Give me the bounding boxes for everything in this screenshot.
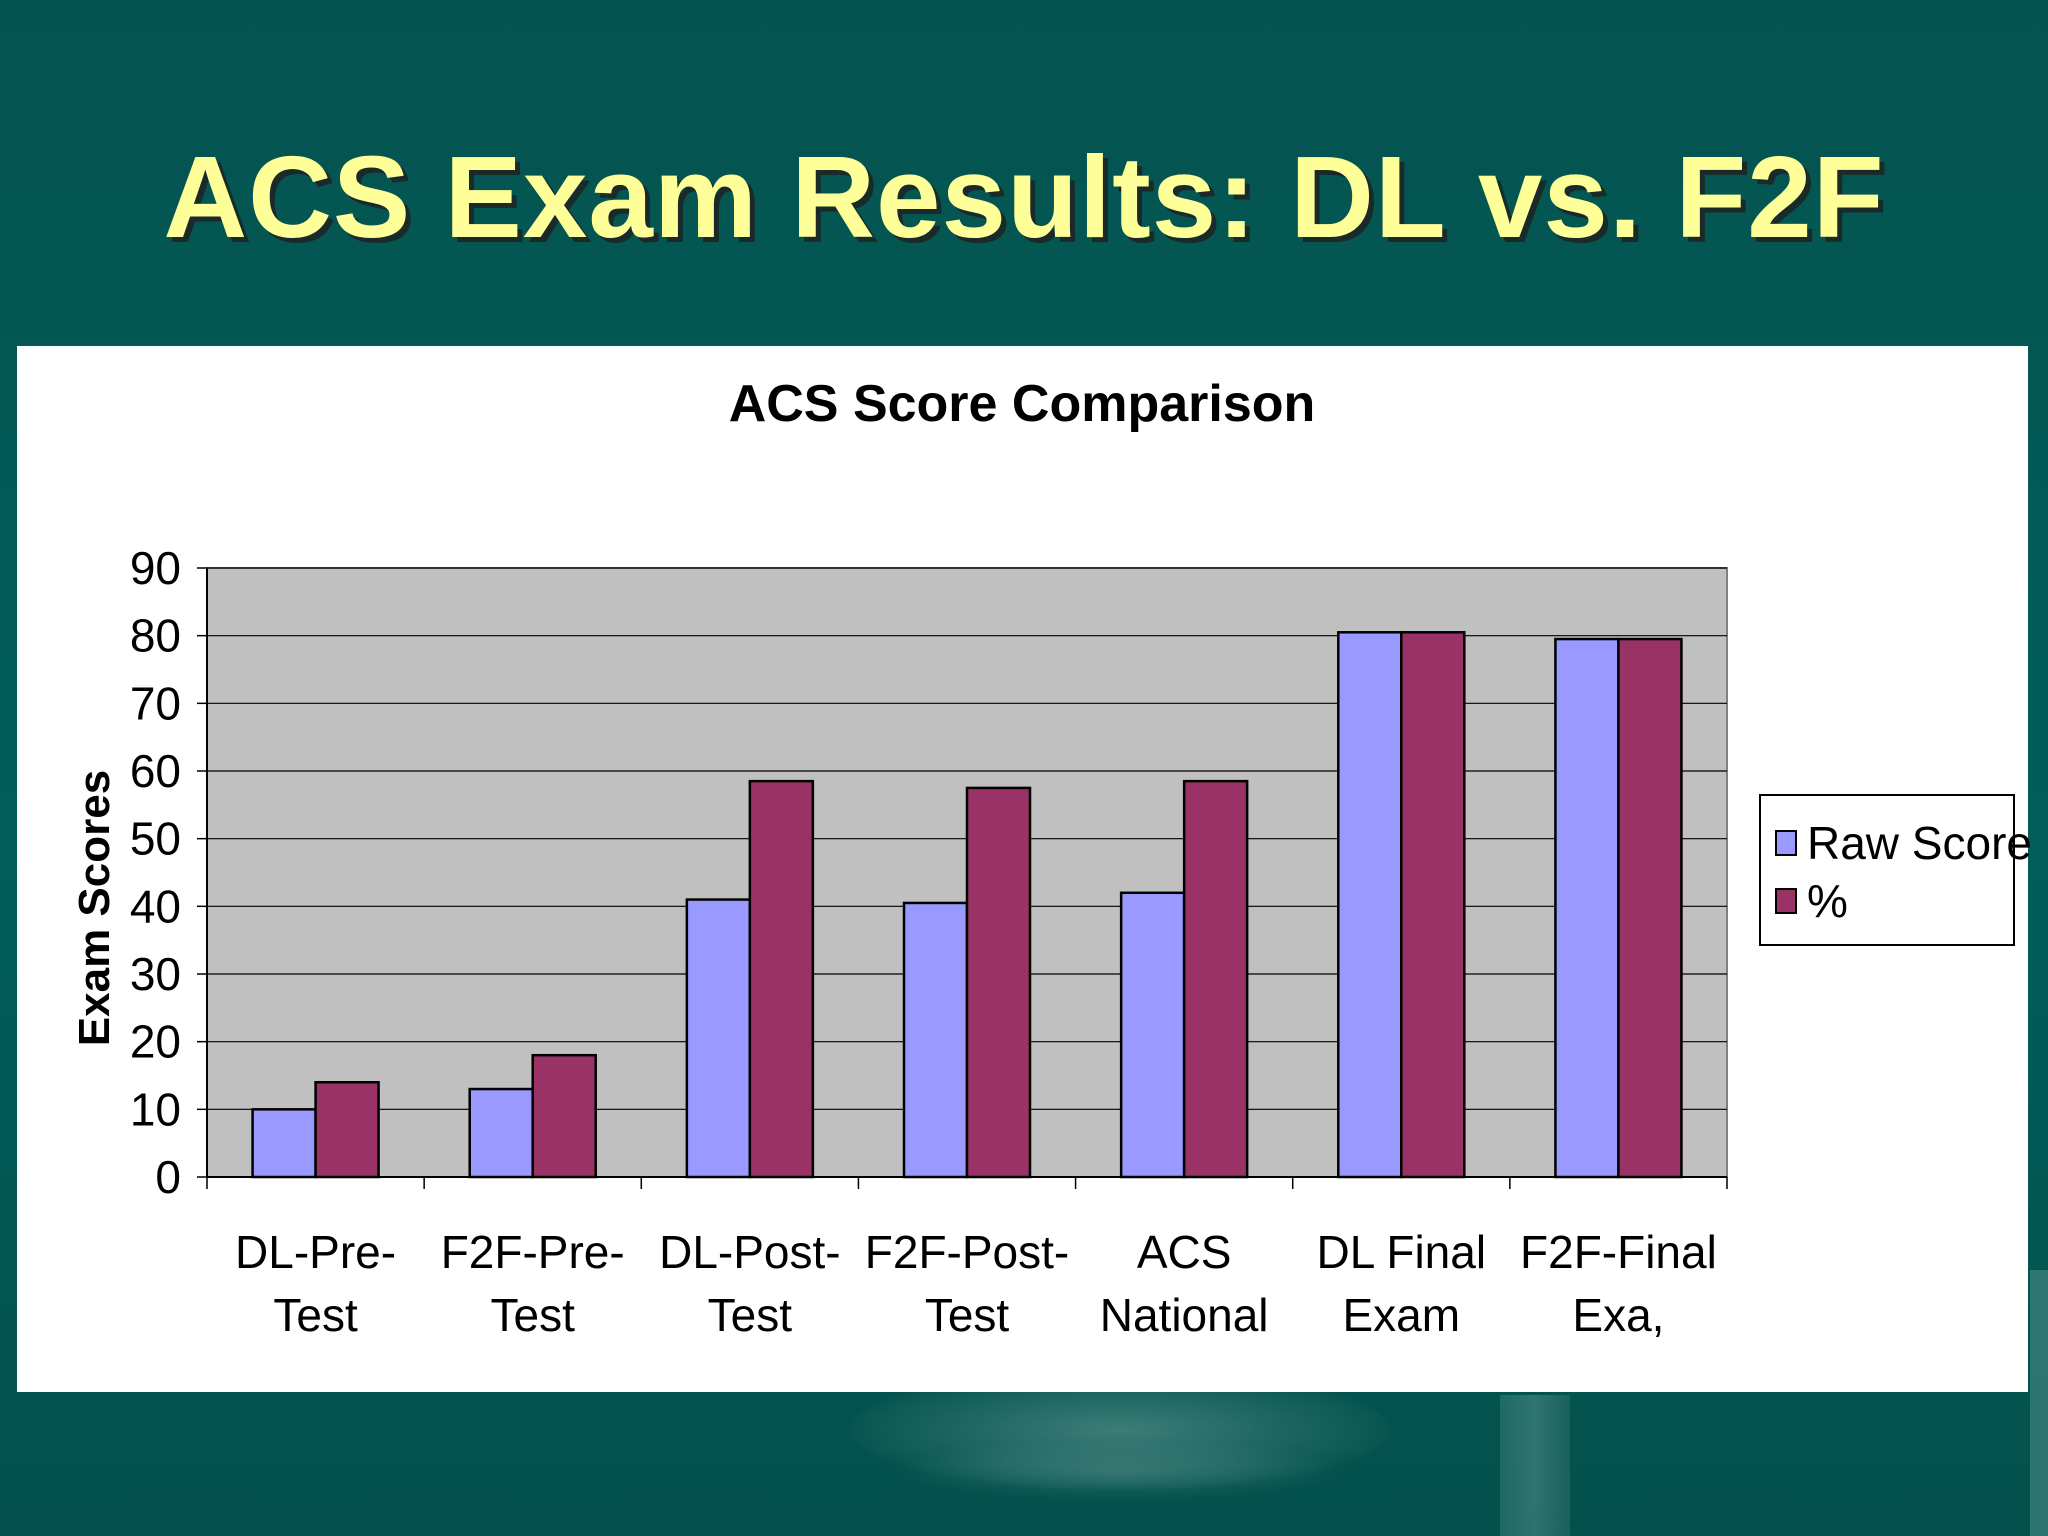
decorative-edge-post	[2030, 1270, 2048, 1536]
legend-item-raw-score: Raw Score	[1775, 816, 2032, 870]
bar-chart: ACS Score Comparison Exam Scores 0 10 20 30…	[70, 375, 1728, 1341]
bar-percent	[965, 786, 1032, 1179]
x-category-label: National	[1100, 1289, 1269, 1341]
decorative-ellipse-shadow	[900, 1440, 1340, 1500]
y-tick-label: 80	[130, 610, 181, 662]
chart-title: ACS Score Comparison	[729, 375, 1316, 433]
x-category-label: F2F-Post-	[865, 1226, 1069, 1278]
y-tick-label: 30	[130, 948, 181, 1000]
decorative-post	[1500, 1395, 1570, 1536]
bar-percent	[748, 779, 815, 1179]
x-category-label: Test	[925, 1289, 1010, 1341]
bar-percent	[314, 1081, 380, 1179]
x-category-label: Exa,	[1572, 1289, 1664, 1341]
bar-raw-score	[251, 1108, 317, 1179]
chart-legend: Raw Score %	[1759, 794, 2032, 946]
bar-raw-score	[468, 1087, 534, 1179]
y-tick-label: 20	[130, 1016, 181, 1068]
x-category-label: DL Final	[1316, 1226, 1486, 1278]
y-tick-label: 40	[130, 880, 181, 932]
bar-raw-score	[1337, 631, 1403, 1179]
bar-percent	[1400, 631, 1466, 1179]
x-category-label: Test	[708, 1289, 793, 1341]
slide-title: ACS Exam Results: DL vs. F2F	[163, 132, 1885, 262]
legend-swatch-percent	[1775, 888, 1797, 914]
x-category-label: Exam	[1342, 1289, 1460, 1341]
bar-raw-score	[685, 898, 752, 1179]
bar-percent	[1617, 637, 1683, 1179]
y-tick-label: 70	[130, 677, 181, 729]
y-axis-label: Exam Scores	[70, 770, 119, 1046]
y-tick-label: 10	[130, 1083, 181, 1135]
legend-label-percent: %	[1807, 875, 1848, 927]
bar-raw-score	[1554, 637, 1620, 1179]
chart-panel: ACS Score Comparison Exam Scores 0 10 20 30…	[17, 346, 2032, 1392]
bar-raw-score	[1119, 891, 1186, 1179]
x-category-label: DL-Pre-	[235, 1226, 396, 1278]
y-tick-label: 90	[130, 542, 181, 594]
plot-area: 0 10 20 30 40 50 60 70 80 90 DL-Pre- Test F2F-Pre- Te…	[130, 542, 1728, 1341]
legend-label-raw-score: Raw Score	[1807, 817, 2032, 869]
y-tick-label: 50	[130, 813, 181, 865]
y-tick-label: 60	[130, 745, 181, 797]
legend-swatch-raw-score	[1775, 830, 1797, 856]
bar-percent	[1182, 779, 1249, 1179]
bar-raw-score	[902, 901, 969, 1179]
bar-percent	[531, 1053, 597, 1179]
legend-item-percent: %	[1775, 874, 1848, 928]
x-category-label: Test	[273, 1289, 358, 1341]
x-category-label: ACS	[1137, 1226, 1232, 1278]
x-category-label: Test	[491, 1289, 576, 1341]
x-category-label: DL-Post-	[659, 1226, 840, 1278]
x-category-label: F2F-Pre-	[441, 1226, 625, 1278]
y-tick-label: 0	[155, 1151, 181, 1203]
x-category-label: F2F-Final	[1520, 1226, 1717, 1278]
